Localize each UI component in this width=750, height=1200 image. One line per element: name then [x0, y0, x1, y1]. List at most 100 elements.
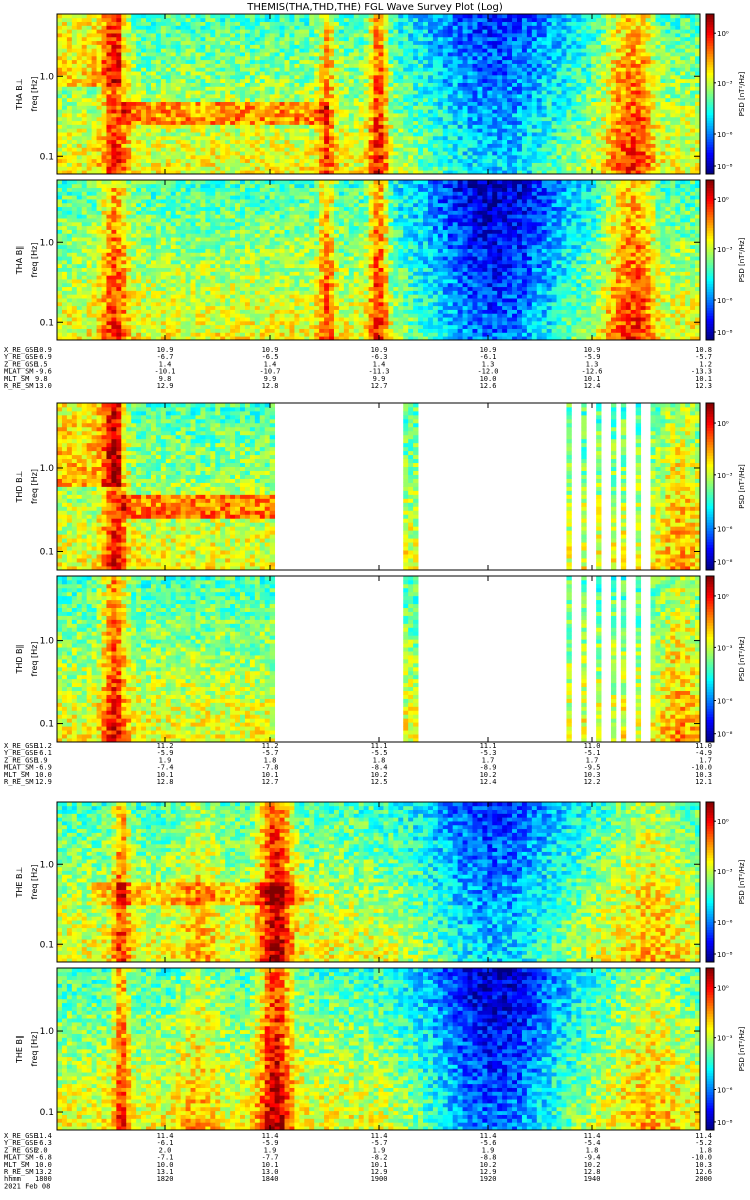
- heatmap-cell: [259, 139, 266, 144]
- heatmap-cell: [462, 124, 468, 129]
- heatmap-cell: [235, 162, 241, 167]
- heatmap-cell: [86, 158, 93, 163]
- heatmap-cell: [630, 113, 637, 118]
- heatmap-cell: [576, 170, 582, 175]
- heatmap-cell: [126, 166, 132, 171]
- heatmap-cell: [324, 166, 330, 171]
- heatmap-cell: [571, 29, 577, 34]
- heatmap-cell: [368, 36, 374, 42]
- heatmap-cell: [180, 162, 186, 167]
- heatmap-cell: [61, 63, 68, 68]
- heatmap-cell: [512, 40, 518, 45]
- heatmap-cell: [571, 132, 577, 137]
- heatmap-cell: [487, 101, 493, 106]
- heatmap-cell: [497, 74, 503, 80]
- heatmap-cell: [155, 90, 162, 95]
- heatmap-cell: [482, 48, 488, 53]
- heatmap-cell: [606, 101, 612, 106]
- heatmap-cell: [423, 59, 429, 64]
- heatmap-cell: [516, 124, 523, 129]
- heatmap-cell: [338, 135, 345, 141]
- heatmap-cell: [472, 86, 478, 91]
- heatmap-cell: [507, 120, 513, 125]
- heatmap-cell: [581, 14, 587, 19]
- heatmap-cell: [155, 101, 162, 106]
- heatmap-cell: [452, 154, 459, 160]
- heatmap-cell: [299, 52, 305, 57]
- heatmap-cell: [225, 63, 231, 68]
- heatmap-cell: [502, 25, 508, 30]
- heatmap-cell: [249, 29, 256, 34]
- heatmap-cell: [106, 132, 112, 137]
- heatmap-cell: [423, 143, 429, 148]
- heatmap-cell: [210, 36, 216, 42]
- heatmap-cell: [230, 36, 236, 42]
- heatmap-cell: [185, 55, 191, 61]
- heatmap-cell: [96, 33, 102, 38]
- heatmap-cell: [338, 139, 345, 144]
- heatmap-cell: [111, 14, 117, 19]
- heatmap-cell: [427, 147, 434, 152]
- heatmap-cell: [536, 139, 543, 144]
- heatmap-cell: [141, 143, 147, 148]
- heatmap-cell: [630, 14, 637, 19]
- heatmap-cell: [333, 132, 340, 137]
- heatmap-cell: [408, 94, 414, 99]
- heatmap-cell: [482, 113, 488, 118]
- heatmap-cell: [81, 170, 88, 175]
- heatmap-cell: [427, 97, 434, 103]
- heatmap-cell: [353, 94, 360, 99]
- heatmap-cell: [309, 40, 315, 45]
- heatmap-cell: [526, 158, 533, 163]
- heatmap-cell: [393, 74, 399, 80]
- heatmap-cell: [116, 36, 122, 42]
- heatmap-cell: [418, 132, 424, 137]
- heatmap-cell: [240, 67, 246, 72]
- heatmap-cell: [333, 21, 340, 26]
- heatmap-cell: [343, 128, 350, 133]
- heatmap-cell: [324, 71, 330, 76]
- heatmap-cell: [121, 147, 127, 152]
- heatmap-cell: [269, 147, 276, 152]
- heatmap-cell: [314, 162, 320, 167]
- heatmap-cell: [388, 21, 394, 26]
- heatmap-cell: [200, 101, 206, 106]
- heatmap-cell: [165, 135, 172, 141]
- heatmap-cell: [388, 166, 394, 171]
- heatmap-cell: [165, 55, 172, 61]
- heatmap-cell: [640, 97, 646, 103]
- heatmap-cell: [324, 151, 330, 156]
- heatmap-cell: [413, 40, 419, 45]
- heatmap-cell: [398, 158, 404, 163]
- heatmap-cell: [353, 48, 360, 53]
- heatmap-cell: [452, 139, 459, 144]
- heatmap-cell: [146, 86, 152, 91]
- heatmap-cell: [571, 33, 577, 38]
- heatmap-cell: [442, 158, 449, 163]
- heatmap-cell: [556, 154, 562, 160]
- heatmap-cell: [170, 94, 177, 99]
- heatmap-cell: [71, 33, 78, 38]
- heatmap-cell: [240, 147, 246, 152]
- heatmap-cell: [398, 154, 404, 160]
- heatmap-cell: [66, 113, 73, 118]
- heatmap-cell: [146, 170, 152, 175]
- heatmap-cell: [150, 135, 157, 141]
- heatmap-cell: [516, 55, 523, 61]
- heatmap-cell: [541, 52, 548, 57]
- heatmap-cell: [324, 36, 330, 42]
- heatmap-cell: [413, 86, 419, 91]
- heatmap-cell: [170, 166, 177, 171]
- heatmap-cell: [457, 55, 463, 61]
- heatmap-cell: [536, 128, 543, 133]
- heatmap-cell: [388, 135, 394, 141]
- heatmap-cell: [541, 25, 548, 30]
- heatmap-cell: [437, 74, 444, 80]
- heatmap-cell: [279, 82, 285, 87]
- heatmap-cell: [121, 113, 127, 118]
- heatmap-cell: [507, 74, 513, 80]
- heatmap-cell: [165, 74, 172, 80]
- heatmap-cell: [526, 109, 533, 114]
- heatmap-cell: [71, 29, 78, 34]
- heatmap-cell: [502, 55, 508, 61]
